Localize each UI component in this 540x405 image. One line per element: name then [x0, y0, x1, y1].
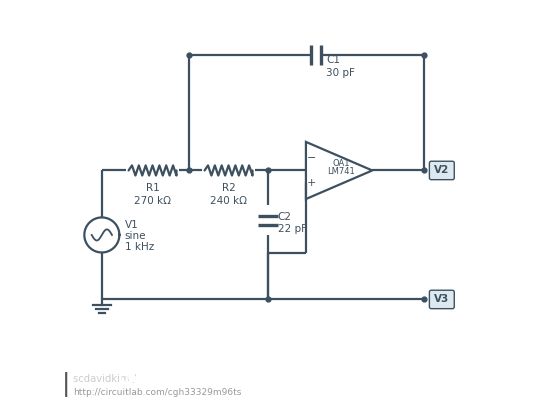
Text: —∿— ▶LAB: —∿— ▶LAB — [6, 387, 53, 397]
Text: 240 kΩ: 240 kΩ — [210, 196, 247, 206]
Text: C2: C2 — [278, 211, 292, 222]
Text: sine: sine — [125, 231, 146, 241]
Text: 30 pF: 30 pF — [326, 68, 355, 78]
Text: CIRCUIT: CIRCUIT — [6, 373, 50, 382]
Text: R2: R2 — [221, 183, 235, 193]
Text: 270 kΩ: 270 kΩ — [134, 196, 171, 206]
Text: |: | — [62, 372, 71, 397]
Text: http://circuitlab.com/cgh33329m96ts: http://circuitlab.com/cgh33329m96ts — [73, 388, 241, 397]
Text: V1: V1 — [125, 220, 139, 230]
FancyBboxPatch shape — [429, 161, 454, 180]
Text: scdavidkim /: scdavidkim / — [73, 374, 139, 384]
Text: LM741: LM741 — [328, 167, 355, 176]
Text: V3: V3 — [434, 294, 449, 305]
Text: Lab High Pass Filter: Lab High Pass Filter — [119, 374, 231, 384]
Text: +: + — [307, 178, 316, 188]
Text: OA1: OA1 — [333, 159, 350, 168]
Text: V2: V2 — [434, 166, 449, 175]
Text: 1 kHz: 1 kHz — [125, 242, 154, 252]
Text: −: − — [307, 153, 316, 162]
Text: 22 pF: 22 pF — [278, 224, 307, 234]
Text: C1: C1 — [326, 55, 340, 65]
FancyBboxPatch shape — [429, 290, 454, 309]
Text: R1: R1 — [146, 183, 159, 193]
